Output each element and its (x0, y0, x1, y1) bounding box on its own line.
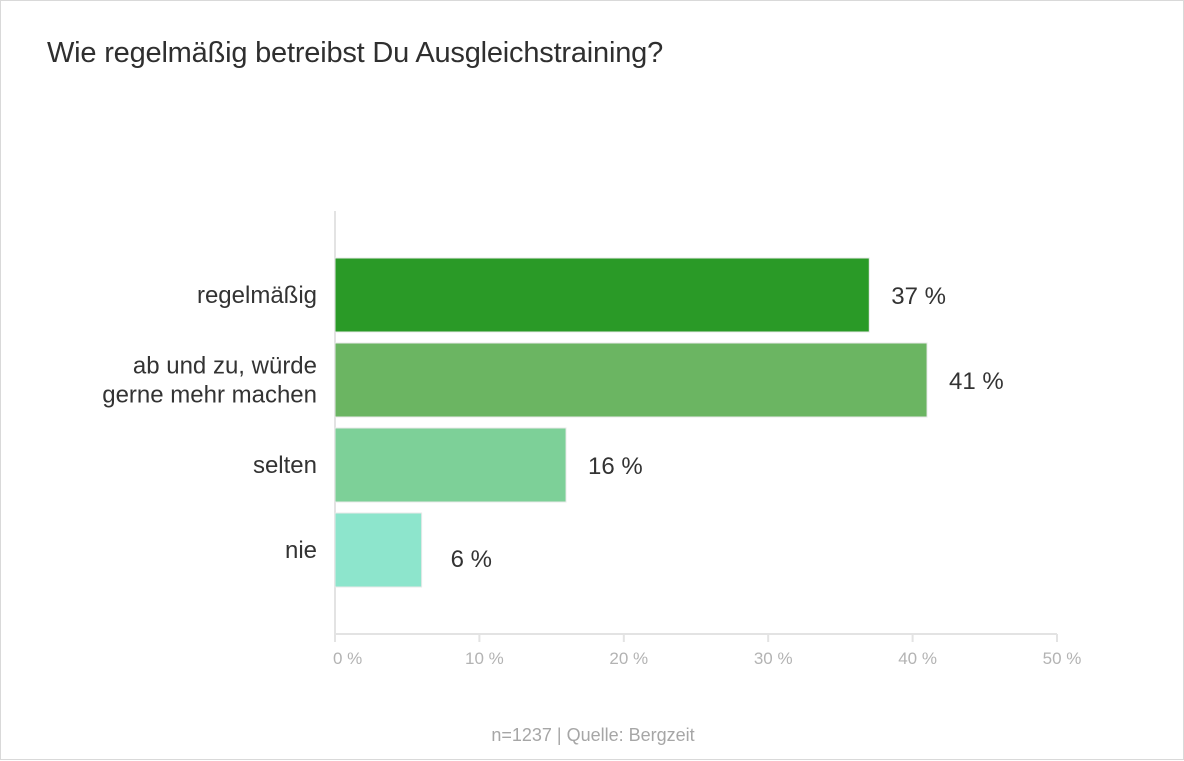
value-label: 37 % (891, 283, 946, 310)
x-tick-label: 30 % (754, 649, 793, 668)
x-tick-label: 50 % (1043, 649, 1082, 668)
x-tick-label: 0 % (333, 649, 362, 668)
chart-title: Wie regelmäßig betreibst Du Ausgleichstr… (47, 37, 664, 69)
bar (334, 257, 870, 333)
source-note: n=1237 | Quelle: Bergzeit (491, 725, 695, 745)
x-tick-label: 10 % (465, 649, 504, 668)
value-label: 41 % (949, 368, 1004, 395)
bar (334, 342, 928, 418)
value-label: 16 % (588, 453, 643, 480)
value-label: 6 % (451, 546, 492, 573)
category-label: ab und zu, würde (133, 353, 317, 380)
bar (334, 427, 567, 503)
category-label: regelmäßig (197, 282, 317, 309)
x-tick-label: 40 % (898, 649, 937, 668)
x-tick-label: 20 % (609, 649, 648, 668)
category-label: nie (285, 537, 317, 564)
category-label: selten (253, 452, 317, 479)
category-label: gerne mehr machen (102, 382, 317, 409)
bar (334, 512, 423, 588)
